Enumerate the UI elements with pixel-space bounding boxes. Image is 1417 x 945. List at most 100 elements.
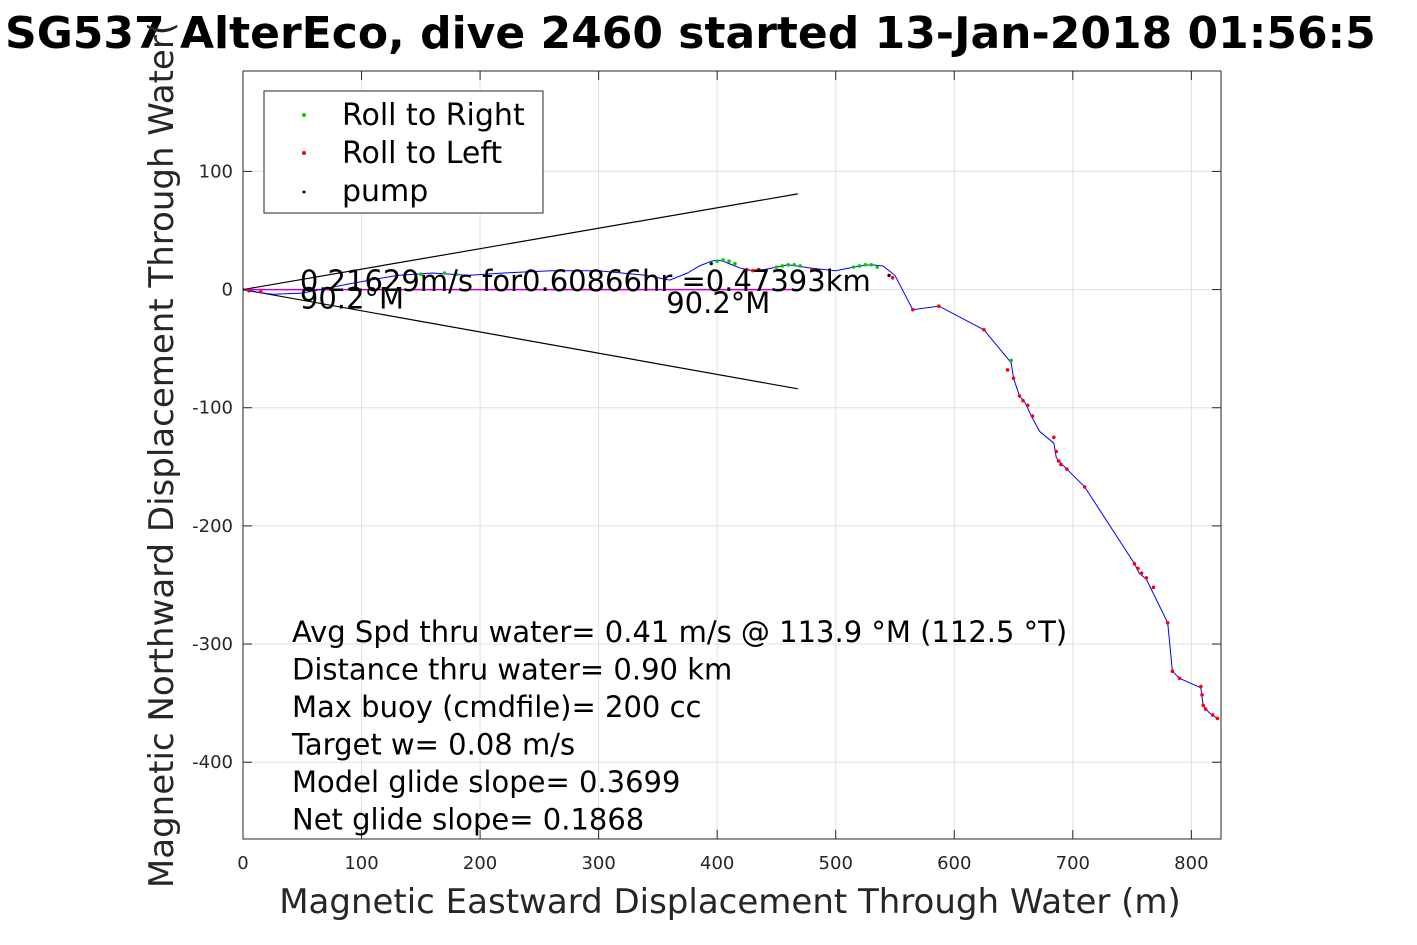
roll-left-point — [1199, 684, 1203, 689]
chart-title: SG537 AlterEco, dive 2460 started 13-Jan… — [5, 8, 1376, 59]
x-tick-label: 700 — [1056, 853, 1090, 874]
roll-right-point — [798, 264, 802, 268]
roll-right-point — [1009, 358, 1013, 363]
roll-left-point — [1056, 459, 1061, 463]
pump-point — [887, 274, 891, 277]
roll-right-point — [419, 272, 423, 277]
x-tick-label: 500 — [819, 853, 853, 874]
roll-left-point — [910, 307, 915, 312]
roll-left-point — [1021, 398, 1025, 403]
roll-left-point — [258, 290, 263, 294]
axis-ticks: 0 100 200 300 400 500 600 700 800 100 0 -100 -200 -30… — [192, 71, 1221, 874]
x-tick-label: 800 — [1174, 853, 1208, 874]
y-tick-label: -300 — [192, 634, 233, 655]
roll-left-point — [750, 268, 755, 273]
cone-upper-line — [243, 193, 798, 291]
pump-point — [709, 262, 713, 265]
roll-left-point — [1177, 676, 1182, 681]
legend-label-roll-right: Roll to Right — [342, 98, 525, 133]
annotation-text: 0.21629m/s for0.60866hr =0.47393km — [300, 264, 871, 298]
roll-left-point — [1025, 403, 1030, 408]
roll-left-point — [1054, 449, 1059, 454]
x-tick-label: 100 — [344, 853, 378, 874]
x-tick-label: 600 — [937, 853, 971, 874]
y-tick-label: 0 — [222, 280, 233, 301]
x-axis-label: Magnetic Eastward Displacement Through W… — [279, 882, 1181, 922]
x-tick-label: 200 — [463, 853, 497, 874]
legend-label-pump: pump — [342, 174, 428, 209]
y-tick-label: -200 — [192, 516, 233, 537]
roll-left-point — [1017, 394, 1022, 398]
y-tick-label: -400 — [192, 752, 233, 773]
roll-left-point — [1136, 566, 1140, 571]
legend-marker-roll-left — [302, 151, 306, 155]
roll-right-point — [863, 262, 868, 267]
legend: Roll to Right Roll to Left pump — [263, 90, 544, 214]
roll-left-point — [1165, 620, 1170, 625]
plot-annotations: 0.21629m/s for0.60866hr =0.47393km90.2°M… — [300, 264, 871, 320]
y-axis-label: Magnetic Northward Displacement Through … — [142, 22, 182, 888]
roll-right-point — [851, 265, 856, 269]
roll-left-point — [745, 267, 749, 272]
roll-right-point — [733, 261, 737, 266]
roll-left-point — [1144, 576, 1149, 580]
roll-left-point — [1052, 435, 1056, 440]
roll-right-point — [774, 265, 779, 269]
roll-left-point — [1203, 707, 1208, 711]
y-tick-label: -100 — [192, 398, 233, 419]
info-line: Max buoy (cmdfile)= 200 cc — [292, 690, 701, 724]
roll-right-point — [727, 259, 731, 264]
roll-left-point — [982, 327, 986, 332]
info-line: Model glide slope= 0.3699 — [292, 765, 680, 799]
y-tick-label: 100 — [199, 161, 233, 182]
roll-right-point — [715, 259, 719, 264]
roll-left-point — [756, 267, 761, 272]
info-line: Target w= 0.08 m/s — [291, 728, 575, 762]
roll-left-point — [1030, 414, 1035, 418]
legend-marker-roll-right — [302, 113, 306, 117]
roll-left-point — [816, 268, 820, 273]
roll-left-point — [1005, 368, 1010, 372]
roll-left-point — [1151, 585, 1156, 590]
roll-left-point — [1200, 693, 1204, 697]
roll-left-point — [1215, 716, 1220, 721]
info-line: Distance thru water= 0.90 km — [292, 653, 732, 687]
roll-right-point — [780, 264, 785, 268]
roll-left-point — [1170, 669, 1175, 674]
roll-points — [243, 258, 1220, 721]
roll-right-point — [792, 262, 797, 267]
roll-left-point — [1059, 462, 1063, 467]
roll-left-point — [1132, 561, 1137, 566]
legend-marker-pump — [302, 190, 306, 194]
roll-left-point — [937, 304, 941, 308]
roll-right-point — [786, 262, 791, 267]
annotation-text: 90.2°M — [300, 281, 404, 315]
x-tick-label: 400 — [700, 853, 734, 874]
info-line: Avg Spd thru water= 0.41 m/s @ 113.9 °M … — [292, 615, 1067, 649]
roll-left-point — [1011, 376, 1016, 381]
plot-frame — [242, 70, 1222, 840]
roll-left-point — [1210, 713, 1215, 717]
roll-left-point — [1082, 485, 1087, 489]
info-text-block: Avg Spd thru water= 0.41 m/s @ 113.9 °M … — [291, 615, 1067, 837]
roll-right-point — [721, 258, 725, 262]
annotation-text: 90.2°M — [666, 286, 770, 320]
roll-left-point — [810, 267, 814, 272]
legend-label-roll-left: Roll to Left — [342, 136, 502, 171]
roll-right-point — [875, 265, 880, 269]
info-line: Net glide slope= 0.1868 — [292, 803, 644, 837]
roll-right-point — [454, 272, 459, 277]
roll-left-point — [1065, 467, 1069, 471]
roll-right-point — [869, 262, 874, 267]
roll-left-point — [890, 275, 895, 280]
uncertainty-cone — [243, 193, 798, 390]
roll-right-point — [442, 271, 447, 275]
x-tick-label: 0 — [237, 853, 248, 874]
roll-left-point — [1139, 571, 1144, 575]
roll-right-point — [857, 264, 862, 268]
roll-left-point — [1201, 703, 1206, 708]
legend-box — [263, 90, 544, 214]
x-tick-label: 300 — [581, 853, 615, 874]
cone-lower-line — [243, 288, 798, 390]
